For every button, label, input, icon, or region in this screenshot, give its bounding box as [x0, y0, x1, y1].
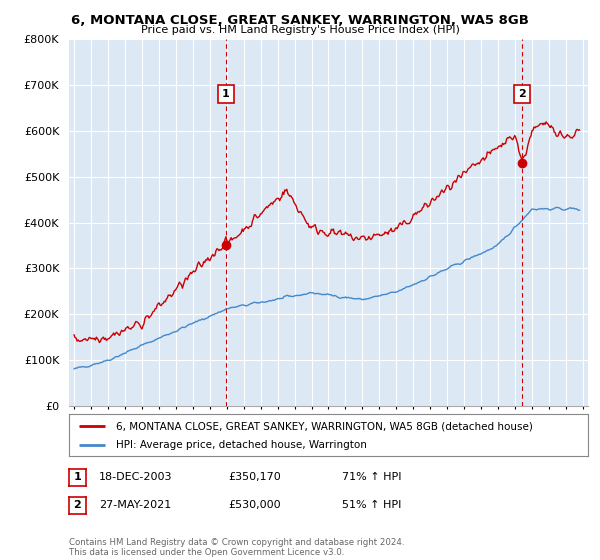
Text: Contains HM Land Registry data © Crown copyright and database right 2024.
This d: Contains HM Land Registry data © Crown c…	[69, 538, 404, 557]
Text: 18-DEC-2003: 18-DEC-2003	[99, 472, 173, 482]
Text: £350,170: £350,170	[228, 472, 281, 482]
Text: 6, MONTANA CLOSE, GREAT SANKEY, WARRINGTON, WA5 8GB: 6, MONTANA CLOSE, GREAT SANKEY, WARRINGT…	[71, 14, 529, 27]
Text: 6, MONTANA CLOSE, GREAT SANKEY, WARRINGTON, WA5 8GB (detached house): 6, MONTANA CLOSE, GREAT SANKEY, WARRINGT…	[116, 421, 533, 431]
Text: 27-MAY-2021: 27-MAY-2021	[99, 500, 171, 510]
Text: 2: 2	[518, 89, 526, 99]
Text: £530,000: £530,000	[228, 500, 281, 510]
Text: 71% ↑ HPI: 71% ↑ HPI	[342, 472, 401, 482]
Text: 1: 1	[74, 472, 81, 482]
Text: HPI: Average price, detached house, Warrington: HPI: Average price, detached house, Warr…	[116, 440, 367, 450]
Text: 51% ↑ HPI: 51% ↑ HPI	[342, 500, 401, 510]
Text: Price paid vs. HM Land Registry's House Price Index (HPI): Price paid vs. HM Land Registry's House …	[140, 25, 460, 35]
Text: 1: 1	[222, 89, 230, 99]
Text: 2: 2	[74, 500, 81, 510]
